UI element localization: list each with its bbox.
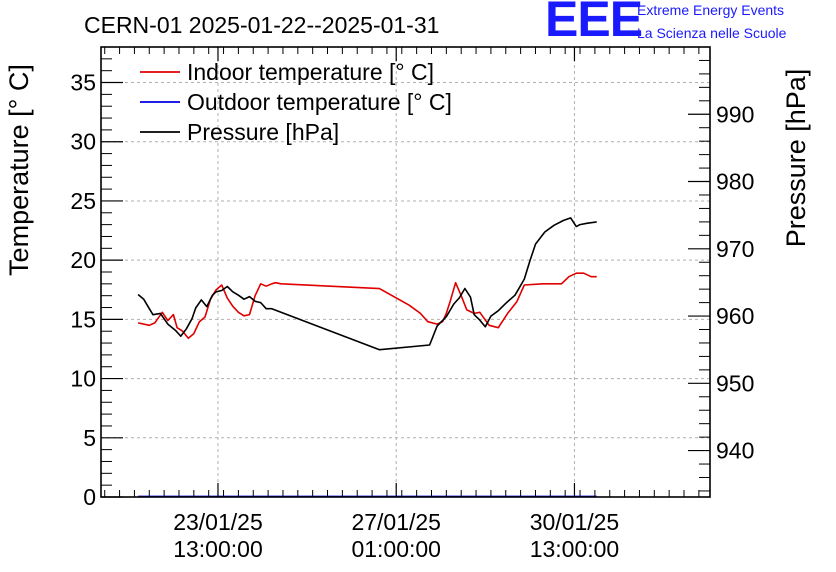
- brand-line-1: Extreme Energy Events: [637, 2, 785, 18]
- x-tick-label-time: 13:00:00: [173, 536, 263, 562]
- y-right-tick-label: 970: [716, 236, 754, 262]
- y-right-tick-label: 940: [716, 438, 754, 464]
- eee-logo: EEE: [545, 0, 643, 47]
- legend-entry: Pressure [hPa]: [187, 119, 339, 145]
- legend-entry: Indoor temperature [° C]: [187, 59, 434, 85]
- series-line-3: [137, 217, 597, 351]
- y-left-tick-label: 10: [70, 366, 96, 392]
- y-right-tick-label: 980: [716, 169, 754, 195]
- y-left-tick-label: 25: [70, 188, 96, 214]
- series-line-1: [137, 272, 597, 340]
- x-tick-label-date: 27/01/25: [351, 509, 441, 535]
- y-axis-label-right: Pressure [hPa]: [781, 69, 811, 248]
- y-right-tick-label: 960: [716, 303, 754, 329]
- grid: [101, 47, 710, 497]
- axes: 0 5 10 15 20 25 30 35 940 950 960 970 980 990 23/01/25…: [70, 46, 754, 562]
- brand-line-2: La Scienza nelle Scuole: [637, 25, 787, 41]
- y-left-tick-label: 20: [70, 247, 96, 273]
- legend: Indoor temperature [° C] Outdoor temperat…: [140, 59, 452, 145]
- y-left-tick-label: 35: [70, 70, 96, 96]
- y-right-tick-label: 990: [716, 101, 754, 127]
- x-tick-label-date: 30/01/25: [530, 509, 620, 535]
- x-tick-label-date: 23/01/25: [173, 509, 263, 535]
- x-tick-label-time: 13:00:00: [530, 536, 620, 562]
- legend-entry: Outdoor temperature [° C]: [187, 89, 452, 115]
- y-axis-label-left: Temperature [° C]: [4, 64, 34, 276]
- y-left-tick-label: 30: [70, 129, 96, 155]
- y-left-tick-label: 5: [83, 425, 96, 451]
- chart-title: CERN-01 2025-01-22--2025-01-31: [84, 12, 439, 38]
- y-left-tick-label: 15: [70, 306, 96, 332]
- y-left-tick-label: 0: [83, 484, 96, 510]
- x-tick-label-time: 01:00:00: [351, 536, 441, 562]
- y-right-tick-label: 950: [716, 370, 754, 396]
